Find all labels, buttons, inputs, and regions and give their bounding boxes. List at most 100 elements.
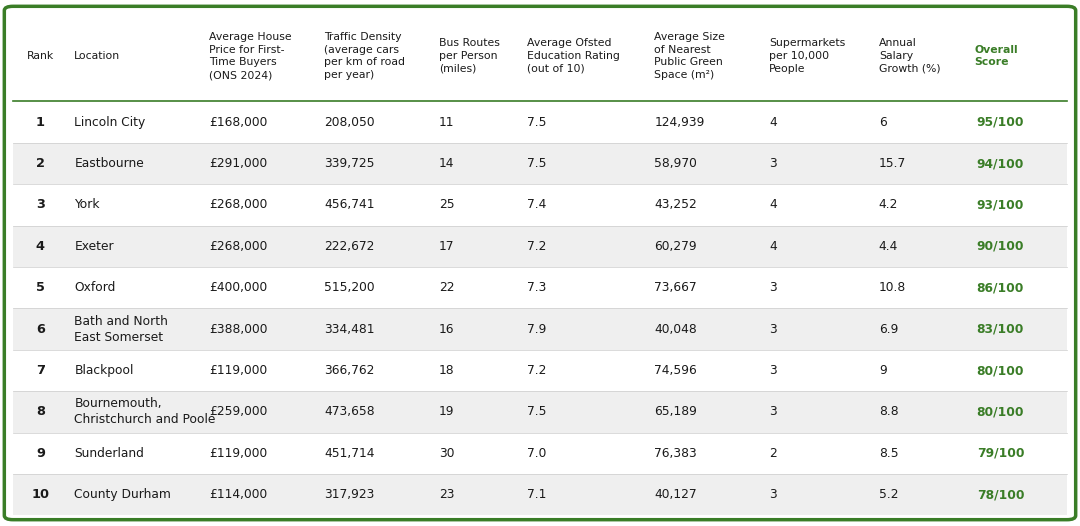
Text: 86/100: 86/100 [976,281,1024,294]
Text: £388,000: £388,000 [210,322,268,336]
Text: £168,000: £168,000 [210,116,268,129]
Text: 7.2: 7.2 [527,364,545,377]
Text: 74,596: 74,596 [654,364,697,377]
Text: 93/100: 93/100 [976,198,1024,211]
Text: Exeter: Exeter [75,240,114,253]
Text: 124,939: 124,939 [654,116,704,129]
Text: £268,000: £268,000 [210,198,268,211]
Text: 8: 8 [36,406,45,419]
Text: £119,000: £119,000 [210,364,268,377]
Bar [13,391,1067,433]
Text: York: York [75,198,99,211]
Text: 3: 3 [769,281,777,294]
Text: £119,000: £119,000 [210,447,268,460]
Text: 25: 25 [438,198,455,211]
Bar [13,226,1067,267]
Text: Eastbourne: Eastbourne [75,157,144,170]
Bar [13,350,1067,391]
Text: 4: 4 [769,198,777,211]
Text: 4: 4 [36,240,45,253]
Text: 451,714: 451,714 [324,447,375,460]
Text: 208,050: 208,050 [324,116,375,129]
Text: Location: Location [75,51,121,61]
Text: 334,481: 334,481 [324,322,375,336]
Bar [13,308,1067,350]
Text: 1: 1 [36,116,45,129]
Text: 6: 6 [879,116,887,129]
Text: 366,762: 366,762 [324,364,375,377]
Text: 473,658: 473,658 [324,406,375,419]
Bar [13,11,1067,102]
Text: 16: 16 [438,322,455,336]
Text: 339,725: 339,725 [324,157,375,170]
Text: 7.0: 7.0 [527,447,545,460]
Text: 73,667: 73,667 [654,281,697,294]
Text: 9: 9 [36,447,45,460]
Text: 7.9: 7.9 [527,322,545,336]
Text: £268,000: £268,000 [210,240,268,253]
Text: 3: 3 [769,322,777,336]
Text: 3: 3 [769,488,777,501]
Text: 10: 10 [31,488,50,501]
Text: 17: 17 [438,240,455,253]
Text: 60,279: 60,279 [654,240,697,253]
Text: 14: 14 [438,157,455,170]
Text: 19: 19 [438,406,455,419]
Text: 4: 4 [769,240,777,253]
Text: £114,000: £114,000 [210,488,268,501]
Text: 94/100: 94/100 [976,157,1024,170]
Text: 78/100: 78/100 [976,488,1024,501]
Text: Bath and North
East Somerset: Bath and North East Somerset [75,315,168,343]
Text: 4: 4 [769,116,777,129]
Text: 4.4: 4.4 [879,240,899,253]
Text: 7.3: 7.3 [527,281,545,294]
Text: 43,252: 43,252 [654,198,697,211]
Text: 9: 9 [879,364,887,377]
Text: 95/100: 95/100 [976,116,1024,129]
Text: 7.1: 7.1 [527,488,545,501]
Text: 5.2: 5.2 [879,488,899,501]
Text: Blackpool: Blackpool [75,364,134,377]
Text: 8.5: 8.5 [879,447,899,460]
Text: 79/100: 79/100 [976,447,1024,460]
Text: £291,000: £291,000 [210,157,268,170]
Text: 76,383: 76,383 [654,447,697,460]
Text: 40,048: 40,048 [654,322,697,336]
Text: 30: 30 [438,447,455,460]
Text: 8.8: 8.8 [879,406,899,419]
Text: Traffic Density
(average cars
per km of road
per year): Traffic Density (average cars per km of … [324,32,405,80]
Bar [13,143,1067,184]
Bar [13,102,1067,143]
Text: 22: 22 [438,281,455,294]
Bar [13,184,1067,226]
Text: 5: 5 [36,281,45,294]
Text: 7.5: 7.5 [527,157,546,170]
Text: 6.9: 6.9 [879,322,899,336]
Bar [13,267,1067,308]
Text: 3: 3 [769,364,777,377]
Text: 7.4: 7.4 [527,198,545,211]
Text: 222,672: 222,672 [324,240,375,253]
Text: £400,000: £400,000 [210,281,268,294]
Text: 18: 18 [438,364,455,377]
Text: Bus Routes
per Person
(miles): Bus Routes per Person (miles) [438,38,500,74]
Text: 4.2: 4.2 [879,198,899,211]
Text: 2: 2 [36,157,45,170]
Text: 58,970: 58,970 [654,157,698,170]
Text: Overall
Score: Overall Score [974,45,1018,67]
Text: Oxford: Oxford [75,281,116,294]
Text: 3: 3 [36,198,45,211]
Text: £259,000: £259,000 [210,406,268,419]
Text: Bournemouth,
Christchurch and Poole: Bournemouth, Christchurch and Poole [75,398,216,427]
Bar [13,474,1067,515]
Text: 83/100: 83/100 [976,322,1024,336]
Text: Average House
Price for First-
Time Buyers
(ONS 2024): Average House Price for First- Time Buye… [210,32,292,80]
Text: 80/100: 80/100 [976,406,1024,419]
Text: Annual
Salary
Growth (%): Annual Salary Growth (%) [879,38,941,74]
Text: 7.2: 7.2 [527,240,545,253]
Text: 40,127: 40,127 [654,488,697,501]
Bar [13,433,1067,474]
Text: Supermarkets
per 10,000
People: Supermarkets per 10,000 People [769,38,846,74]
Text: 65,189: 65,189 [654,406,698,419]
Text: Rank: Rank [27,51,54,61]
